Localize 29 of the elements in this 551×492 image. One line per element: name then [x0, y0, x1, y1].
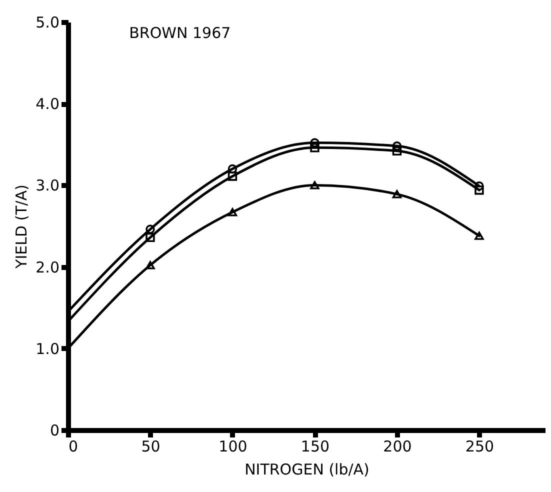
- point: [146, 224, 155, 234]
- point: [228, 208, 238, 216]
- y-tick-label: 3.0: [36, 176, 60, 195]
- x-tick-label: 200: [383, 438, 412, 456]
- point: [474, 232, 484, 240]
- y-tick-label: 1.0: [36, 340, 60, 358]
- x-tick-label: 100: [218, 438, 248, 456]
- point: [392, 141, 402, 151]
- point: [228, 164, 238, 174]
- y-axis-title: YIELD (T/A): [12, 184, 31, 270]
- y-tick-label: 0: [50, 422, 60, 440]
- y-tick-label: 5.0: [36, 14, 60, 32]
- x-tick-label: 250: [465, 438, 494, 456]
- point: [474, 185, 484, 195]
- y-tick-label: 2.0: [36, 258, 60, 276]
- chart-title: BROWN 1967: [129, 24, 231, 42]
- point: [228, 172, 238, 181]
- point: [310, 138, 320, 148]
- x-tick-label: 150: [300, 438, 330, 456]
- point: [392, 190, 402, 198]
- x-tick-label: 50: [141, 438, 160, 456]
- y-tick-label: 4.0: [36, 95, 60, 114]
- x-tick-label: 0: [68, 438, 78, 456]
- point: [310, 143, 320, 152]
- point: [310, 181, 320, 190]
- point: [392, 146, 402, 156]
- point: [146, 261, 155, 270]
- x-axis-title: NITROGEN (lb/A): [244, 460, 370, 478]
- point: [146, 232, 155, 242]
